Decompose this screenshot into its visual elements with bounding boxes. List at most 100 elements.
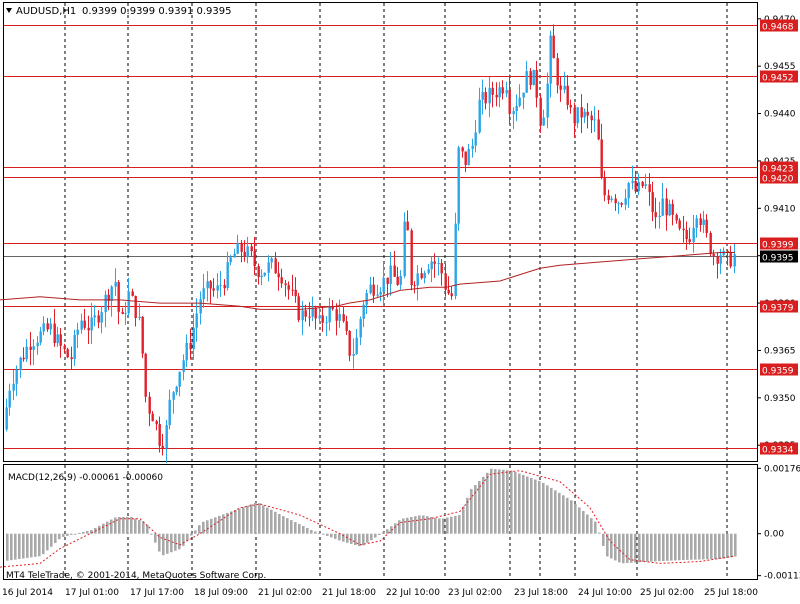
candle-body-147 <box>505 89 508 94</box>
candlesticks <box>5 24 736 464</box>
candle-body-79 <box>274 258 277 274</box>
macd-bar-42 <box>174 533 177 551</box>
dropdown-arrow-icon[interactable] <box>6 8 12 13</box>
macd-bar-23 <box>98 525 101 534</box>
macd-bar-126 <box>510 470 513 534</box>
level-tag-4: 0.9399 <box>762 241 794 251</box>
candle-body-106 <box>365 293 368 305</box>
candle-body-64 <box>223 284 226 289</box>
macd-bar-141 <box>570 500 573 534</box>
current-price-tag-bg <box>760 250 798 263</box>
candle-body-195 <box>668 203 671 216</box>
candle-body-71 <box>246 246 249 257</box>
candle-body-139 <box>478 99 481 133</box>
macd-bar-83 <box>338 533 341 541</box>
candle-body-43 <box>151 413 154 422</box>
macd-bar-10 <box>46 533 49 551</box>
moving-average-line <box>0 252 735 310</box>
candle-body-206 <box>705 219 708 234</box>
candle-body-67 <box>233 253 236 258</box>
macd-bar-179 <box>722 533 725 559</box>
candle-body-5 <box>22 357 25 360</box>
macd-bar-174 <box>702 533 705 560</box>
macd-bar-136 <box>550 487 553 534</box>
ohlc-readout: 0.9399 0.9399 0.9391 0.9395 <box>82 6 232 17</box>
macd-bar-73 <box>298 524 301 534</box>
candle-body-111 <box>382 277 385 292</box>
x-tick-label-1: 17 Jul 01:00 <box>65 588 119 598</box>
candle-body-99 <box>342 314 345 322</box>
candle-body-32 <box>114 282 117 287</box>
candle-body-39 <box>138 316 141 319</box>
macd-bar-40 <box>166 533 169 554</box>
candle-body-59 <box>206 281 209 289</box>
macd-bar-4 <box>22 533 25 559</box>
macd-bar-79 <box>322 533 325 535</box>
copyright-text: MT4 TeleTrade, © 2001-2014, MetaQuotes S… <box>6 571 266 581</box>
candle-body-50 <box>175 386 178 393</box>
candle-body-170 <box>583 111 586 118</box>
macd-axis: 0.00176 0.00 -0.00113 <box>757 464 800 582</box>
candle-body-150 <box>515 105 518 112</box>
candle-body-186 <box>637 181 640 192</box>
macd-bar-35 <box>146 524 149 534</box>
macd-bar-163 <box>658 533 661 562</box>
macd-bar-46 <box>190 533 193 536</box>
macd-bar-133 <box>538 480 541 534</box>
x-tick-label-9: 24 Jul 10:00 <box>578 588 632 598</box>
candle-body-105 <box>362 304 365 319</box>
candle-body-14 <box>53 323 56 344</box>
candle-body-29 <box>104 294 107 313</box>
macd-bar-114 <box>462 506 465 534</box>
macd-bar-159 <box>642 533 645 563</box>
candle-body-148 <box>508 89 511 115</box>
candle-body-125 <box>430 261 433 270</box>
candle-body-20 <box>73 334 76 360</box>
candle-body-203 <box>695 218 698 228</box>
macd-bar-81 <box>330 533 333 538</box>
candle-body-134 <box>461 147 464 152</box>
macd-bar-153 <box>618 533 621 563</box>
candle-body-30 <box>107 294 110 302</box>
macd-bar-147 <box>594 521 597 534</box>
candle-body-31 <box>110 286 113 302</box>
macd-bar-90 <box>366 533 369 543</box>
macd-bar-98 <box>398 520 401 534</box>
candle-body-163 <box>559 85 562 90</box>
candle-body-196 <box>671 203 674 215</box>
candle-body-121 <box>416 273 419 286</box>
candle-body-85 <box>294 289 297 297</box>
candle-body-77 <box>267 262 270 273</box>
macd-bar-47 <box>194 530 197 534</box>
macd-bar-13 <box>58 533 61 540</box>
macd-bar-87 <box>354 533 357 546</box>
y-tick-label-1: 0.9455 <box>764 62 796 72</box>
macd-bar-103 <box>418 515 421 534</box>
candle-body-19 <box>70 357 73 360</box>
level-tag-bg-5 <box>760 300 798 313</box>
level-tag-1: 0.9452 <box>762 74 794 84</box>
macd-bar-38 <box>158 533 161 552</box>
macd-bar-166 <box>670 533 673 561</box>
macd-bar-45 <box>186 533 189 541</box>
macd-bar-135 <box>546 485 549 534</box>
macd-bar-178 <box>718 533 721 559</box>
candle-body-73 <box>253 251 256 267</box>
candle-body-214 <box>733 254 736 267</box>
macd-bar-119 <box>482 476 485 534</box>
candle-body-25 <box>90 317 93 331</box>
level-tag-3: 0.9420 <box>762 175 794 185</box>
candle-body-2 <box>12 383 15 391</box>
candle-body-194 <box>665 198 668 216</box>
candle-body-201 <box>688 239 691 243</box>
candle-body-198 <box>678 220 681 229</box>
macd-bar-5 <box>26 533 29 558</box>
macd-bar-59 <box>242 507 245 534</box>
macd-bar-93 <box>378 533 381 535</box>
macd-bar-54 <box>222 514 225 534</box>
candle-body-17 <box>63 345 66 350</box>
y-tick-label-2: 0.9440 <box>764 110 796 120</box>
macd-bar-158 <box>638 533 641 563</box>
